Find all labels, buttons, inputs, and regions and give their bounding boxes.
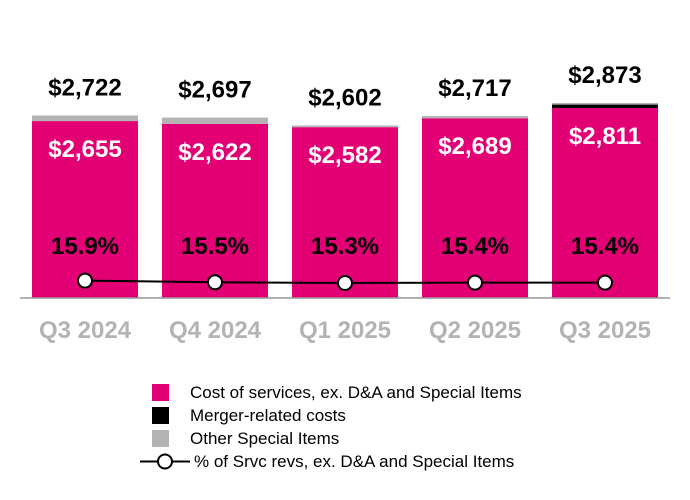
x-tick-label: Q4 2024 (169, 317, 262, 344)
percent-label: 15.4% (441, 233, 509, 260)
legend-label: % of Srvc revs, ex. D&A and Special Item… (194, 451, 515, 471)
total-label: $2,722 (48, 74, 121, 101)
percent-point (337, 275, 353, 291)
percent-point (77, 272, 93, 289)
legend-label: Other Special Items (190, 428, 340, 448)
chart: $2,722 $2,655 15.9% Q3 2024 $2,697 $2,622 15.5… (20, 62, 670, 344)
bar-segment-other-special (292, 125, 398, 128)
legend-item-percent-line: % of Srvc revs, ex. D&A and Special Item… (140, 450, 522, 473)
x-tick-label: Q3 2024 (39, 317, 132, 344)
legend-item-other-special: Other Special Items (140, 427, 522, 450)
total-label: $2,697 (178, 77, 251, 104)
bar-segment-cost-of-services (422, 118, 528, 298)
legend: Cost of services, ex. D&A and Special It… (140, 381, 522, 473)
bar-value-label: $2,622 (178, 139, 251, 166)
legend-swatch-magenta (152, 384, 169, 401)
total-label: $2,717 (438, 75, 511, 102)
legend-label: Merger-related costs (190, 405, 346, 425)
bar-value-label: $2,689 (438, 133, 511, 160)
x-tick-label: Q1 2025 (299, 317, 391, 344)
bar-value-label: $2,811 (569, 123, 641, 150)
bar-segment-cost-of-services (552, 108, 658, 299)
bar-segment-other-special (552, 102, 658, 105)
percent-point (597, 274, 613, 291)
legend-swatch-black (152, 407, 169, 424)
bar-segment-other-special (162, 117, 268, 124)
bar-segment-other-special (422, 115, 528, 119)
legend-line-marker-icon (140, 453, 190, 470)
percent-point (207, 274, 223, 291)
bar-segment-cost-of-services (32, 121, 138, 298)
percent-label: 15.4% (571, 233, 639, 260)
bar-value-label: $2,655 (48, 136, 121, 163)
percent-point (467, 274, 483, 291)
percent-label: 15.3% (311, 233, 379, 260)
legend-label: Cost of services, ex. D&A and Special It… (190, 382, 522, 402)
legend-swatch-gray (152, 430, 169, 447)
bar-value-label: $2,582 (308, 142, 381, 169)
bar-segment-cost-of-services (292, 127, 398, 298)
percent-label: 15.5% (181, 233, 249, 260)
bar-segment-merger-related (552, 104, 658, 109)
bar-segment-other-special (32, 115, 138, 122)
percent-label: 15.9% (51, 233, 119, 260)
legend-item-merger-related: Merger-related costs (140, 404, 522, 427)
legend-item-cost-of-services: Cost of services, ex. D&A and Special It… (140, 381, 522, 404)
total-label: $2,873 (568, 62, 641, 89)
x-tick-label: Q3 2025 (559, 317, 651, 344)
bar-segment-cost-of-services (162, 123, 268, 298)
x-tick-label: Q2 2025 (429, 317, 521, 344)
total-label: $2,602 (308, 84, 381, 111)
